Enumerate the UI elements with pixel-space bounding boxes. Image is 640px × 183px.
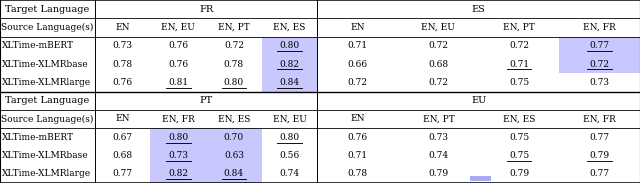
Bar <box>262 73 317 92</box>
Text: 0.68: 0.68 <box>428 59 449 69</box>
Text: 0.76: 0.76 <box>113 78 132 87</box>
Text: Target Language: Target Language <box>5 96 90 105</box>
Text: 0.79: 0.79 <box>428 169 449 178</box>
Text: ES: ES <box>472 5 486 14</box>
Text: XLTime-mBERT: XLTime-mBERT <box>2 41 74 50</box>
Text: XLTime-XLMRbase: XLTime-XLMRbase <box>2 151 88 160</box>
Bar <box>206 128 262 146</box>
Bar <box>262 55 317 73</box>
Text: 0.72: 0.72 <box>224 41 244 50</box>
Text: 0.80: 0.80 <box>280 133 300 142</box>
Text: 0.76: 0.76 <box>168 41 188 50</box>
Text: 0.71: 0.71 <box>348 41 368 50</box>
Text: 0.74: 0.74 <box>428 151 449 160</box>
Text: 0.72: 0.72 <box>589 59 610 69</box>
Text: EN, EU: EN, EU <box>422 23 455 32</box>
Bar <box>206 165 262 183</box>
Text: EN, PT: EN, PT <box>422 114 454 124</box>
Text: 0.70: 0.70 <box>224 133 244 142</box>
Bar <box>559 55 640 73</box>
Bar <box>559 37 640 55</box>
Text: 0.82: 0.82 <box>168 169 188 178</box>
Text: EN: EN <box>351 114 365 124</box>
Text: 0.77: 0.77 <box>113 169 132 178</box>
Text: 0.71: 0.71 <box>509 59 529 69</box>
Text: EN: EN <box>115 23 130 32</box>
Text: 0.80: 0.80 <box>280 41 300 50</box>
Text: EN, PT: EN, PT <box>503 23 535 32</box>
Text: 0.79: 0.79 <box>509 169 529 178</box>
Text: 0.73: 0.73 <box>113 41 132 50</box>
Text: 0.66: 0.66 <box>348 59 368 69</box>
Text: 0.80: 0.80 <box>168 133 188 142</box>
Text: Source Language(s): Source Language(s) <box>1 114 93 124</box>
Text: XLTime-XLMRlarge: XLTime-XLMRlarge <box>2 78 91 87</box>
Text: 0.56: 0.56 <box>280 151 300 160</box>
Text: 0.80: 0.80 <box>224 78 244 87</box>
Text: 0.68: 0.68 <box>113 151 132 160</box>
Text: 0.72: 0.72 <box>348 78 368 87</box>
Text: EN, FR: EN, FR <box>583 114 616 124</box>
Bar <box>150 128 206 146</box>
Text: EN, PT: EN, PT <box>218 23 250 32</box>
Text: EN, FR: EN, FR <box>162 114 195 124</box>
Text: 0.72: 0.72 <box>428 78 449 87</box>
Text: EN, ES: EN, ES <box>503 114 535 124</box>
Text: FR: FR <box>199 5 213 14</box>
Text: Target Language: Target Language <box>5 5 90 14</box>
Text: 0.76: 0.76 <box>348 133 368 142</box>
Text: 0.77: 0.77 <box>589 41 610 50</box>
Text: EN, EU: EN, EU <box>161 23 195 32</box>
Text: EN, FR: EN, FR <box>583 23 616 32</box>
Text: EN, EU: EN, EU <box>273 114 307 124</box>
Text: 0.72: 0.72 <box>428 41 449 50</box>
Text: 0.76: 0.76 <box>168 59 188 69</box>
Text: 0.82: 0.82 <box>280 59 300 69</box>
Text: 0.72: 0.72 <box>509 41 529 50</box>
Bar <box>206 146 262 165</box>
Text: 0.78: 0.78 <box>113 59 132 69</box>
Text: EN, ES: EN, ES <box>218 114 250 124</box>
Text: EN, ES: EN, ES <box>273 23 306 32</box>
Text: XLTime-XLMRlarge: XLTime-XLMRlarge <box>2 169 91 178</box>
Text: 0.84: 0.84 <box>224 169 244 178</box>
Text: 0.73: 0.73 <box>428 133 449 142</box>
Text: 0.67: 0.67 <box>113 133 132 142</box>
Text: 0.78: 0.78 <box>224 59 244 69</box>
Bar <box>150 146 206 165</box>
Text: 0.81: 0.81 <box>168 78 188 87</box>
Text: 0.75: 0.75 <box>509 151 529 160</box>
Text: 0.73: 0.73 <box>168 151 188 160</box>
Text: 0.77: 0.77 <box>589 133 610 142</box>
Bar <box>262 37 317 55</box>
Text: PT: PT <box>200 96 212 105</box>
Text: 0.77: 0.77 <box>589 169 610 178</box>
Text: 0.75: 0.75 <box>509 78 529 87</box>
Text: 0.71: 0.71 <box>348 151 368 160</box>
Text: 0.73: 0.73 <box>589 78 610 87</box>
Text: 0.79: 0.79 <box>589 151 610 160</box>
Text: Source Language(s): Source Language(s) <box>1 23 93 32</box>
Text: 0.84: 0.84 <box>280 78 300 87</box>
Text: EU: EU <box>471 96 486 105</box>
Text: EN: EN <box>115 114 130 124</box>
Text: XLTime-mBERT: XLTime-mBERT <box>2 133 74 142</box>
Bar <box>150 165 206 183</box>
Text: XLTime-XLMRbase: XLTime-XLMRbase <box>2 59 88 69</box>
Text: EN: EN <box>351 23 365 32</box>
Text: 0.74: 0.74 <box>280 169 300 178</box>
Text: 0.63: 0.63 <box>224 151 244 160</box>
Text: 0.78: 0.78 <box>348 169 368 178</box>
Text: 0.75: 0.75 <box>509 133 529 142</box>
Bar <box>470 176 491 181</box>
